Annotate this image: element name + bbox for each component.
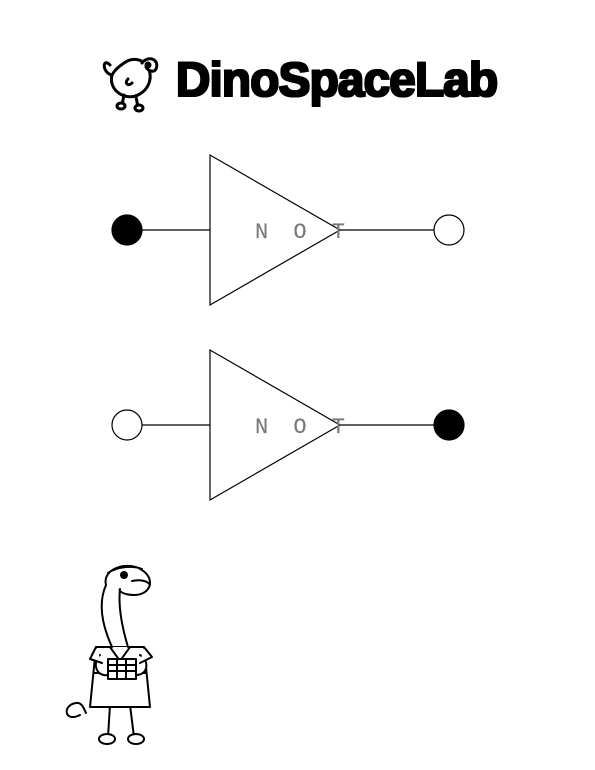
brand-text: DinoSpaceLab [176, 53, 497, 108]
mascot-dino [62, 555, 182, 755]
dino-icon [98, 45, 168, 115]
input-node [112, 410, 142, 440]
gate-label: N O T [255, 415, 351, 440]
not-gate-2: N O T [112, 350, 464, 500]
header: DinoSpaceLab [0, 45, 595, 120]
input-node [112, 215, 142, 245]
gate-label: N O T [255, 220, 351, 245]
gate-triangle [210, 350, 340, 500]
brand-logo: DinoSpaceLab [98, 45, 497, 115]
gate-triangle [210, 155, 340, 305]
not-gate-1: N O T [112, 155, 464, 305]
output-node [434, 410, 464, 440]
output-node [434, 215, 464, 245]
